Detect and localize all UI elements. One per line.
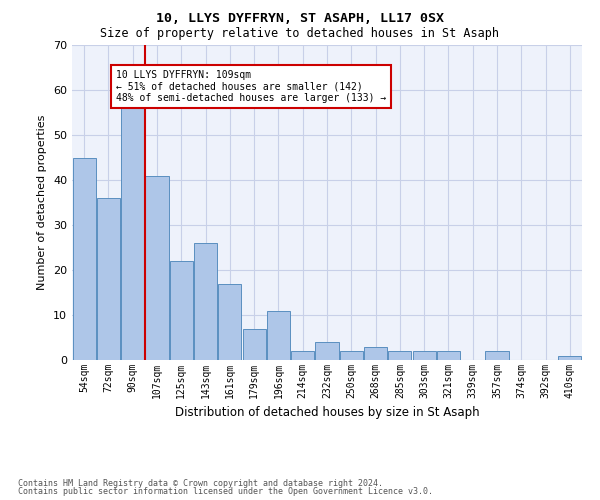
Bar [364,346,387,360]
Text: Size of property relative to detached houses in St Asaph: Size of property relative to detached ho… [101,28,499,40]
Bar [242,328,266,360]
Bar [267,310,290,360]
Bar [97,198,120,360]
Text: 10, LLYS DYFFRYN, ST ASAPH, LL17 0SX: 10, LLYS DYFFRYN, ST ASAPH, LL17 0SX [156,12,444,26]
Bar [218,284,241,360]
Bar [316,342,338,360]
Text: 10 LLYS DYFFRYN: 109sqm
← 51% of detached houses are smaller (142)
48% of semi-d: 10 LLYS DYFFRYN: 109sqm ← 51% of detache… [116,70,386,103]
Text: Contains HM Land Registry data © Crown copyright and database right 2024.: Contains HM Land Registry data © Crown c… [18,478,383,488]
Bar [73,158,95,360]
Bar [388,351,412,360]
Text: Contains public sector information licensed under the Open Government Licence v3: Contains public sector information licen… [18,487,433,496]
Bar [170,261,193,360]
Bar [485,351,509,360]
Bar [145,176,169,360]
Bar [559,356,581,360]
Bar [413,351,436,360]
Bar [437,351,460,360]
Y-axis label: Number of detached properties: Number of detached properties [37,115,47,290]
X-axis label: Distribution of detached houses by size in St Asaph: Distribution of detached houses by size … [175,406,479,420]
Bar [340,351,363,360]
Bar [194,243,217,360]
Bar [121,94,144,360]
Bar [291,351,314,360]
